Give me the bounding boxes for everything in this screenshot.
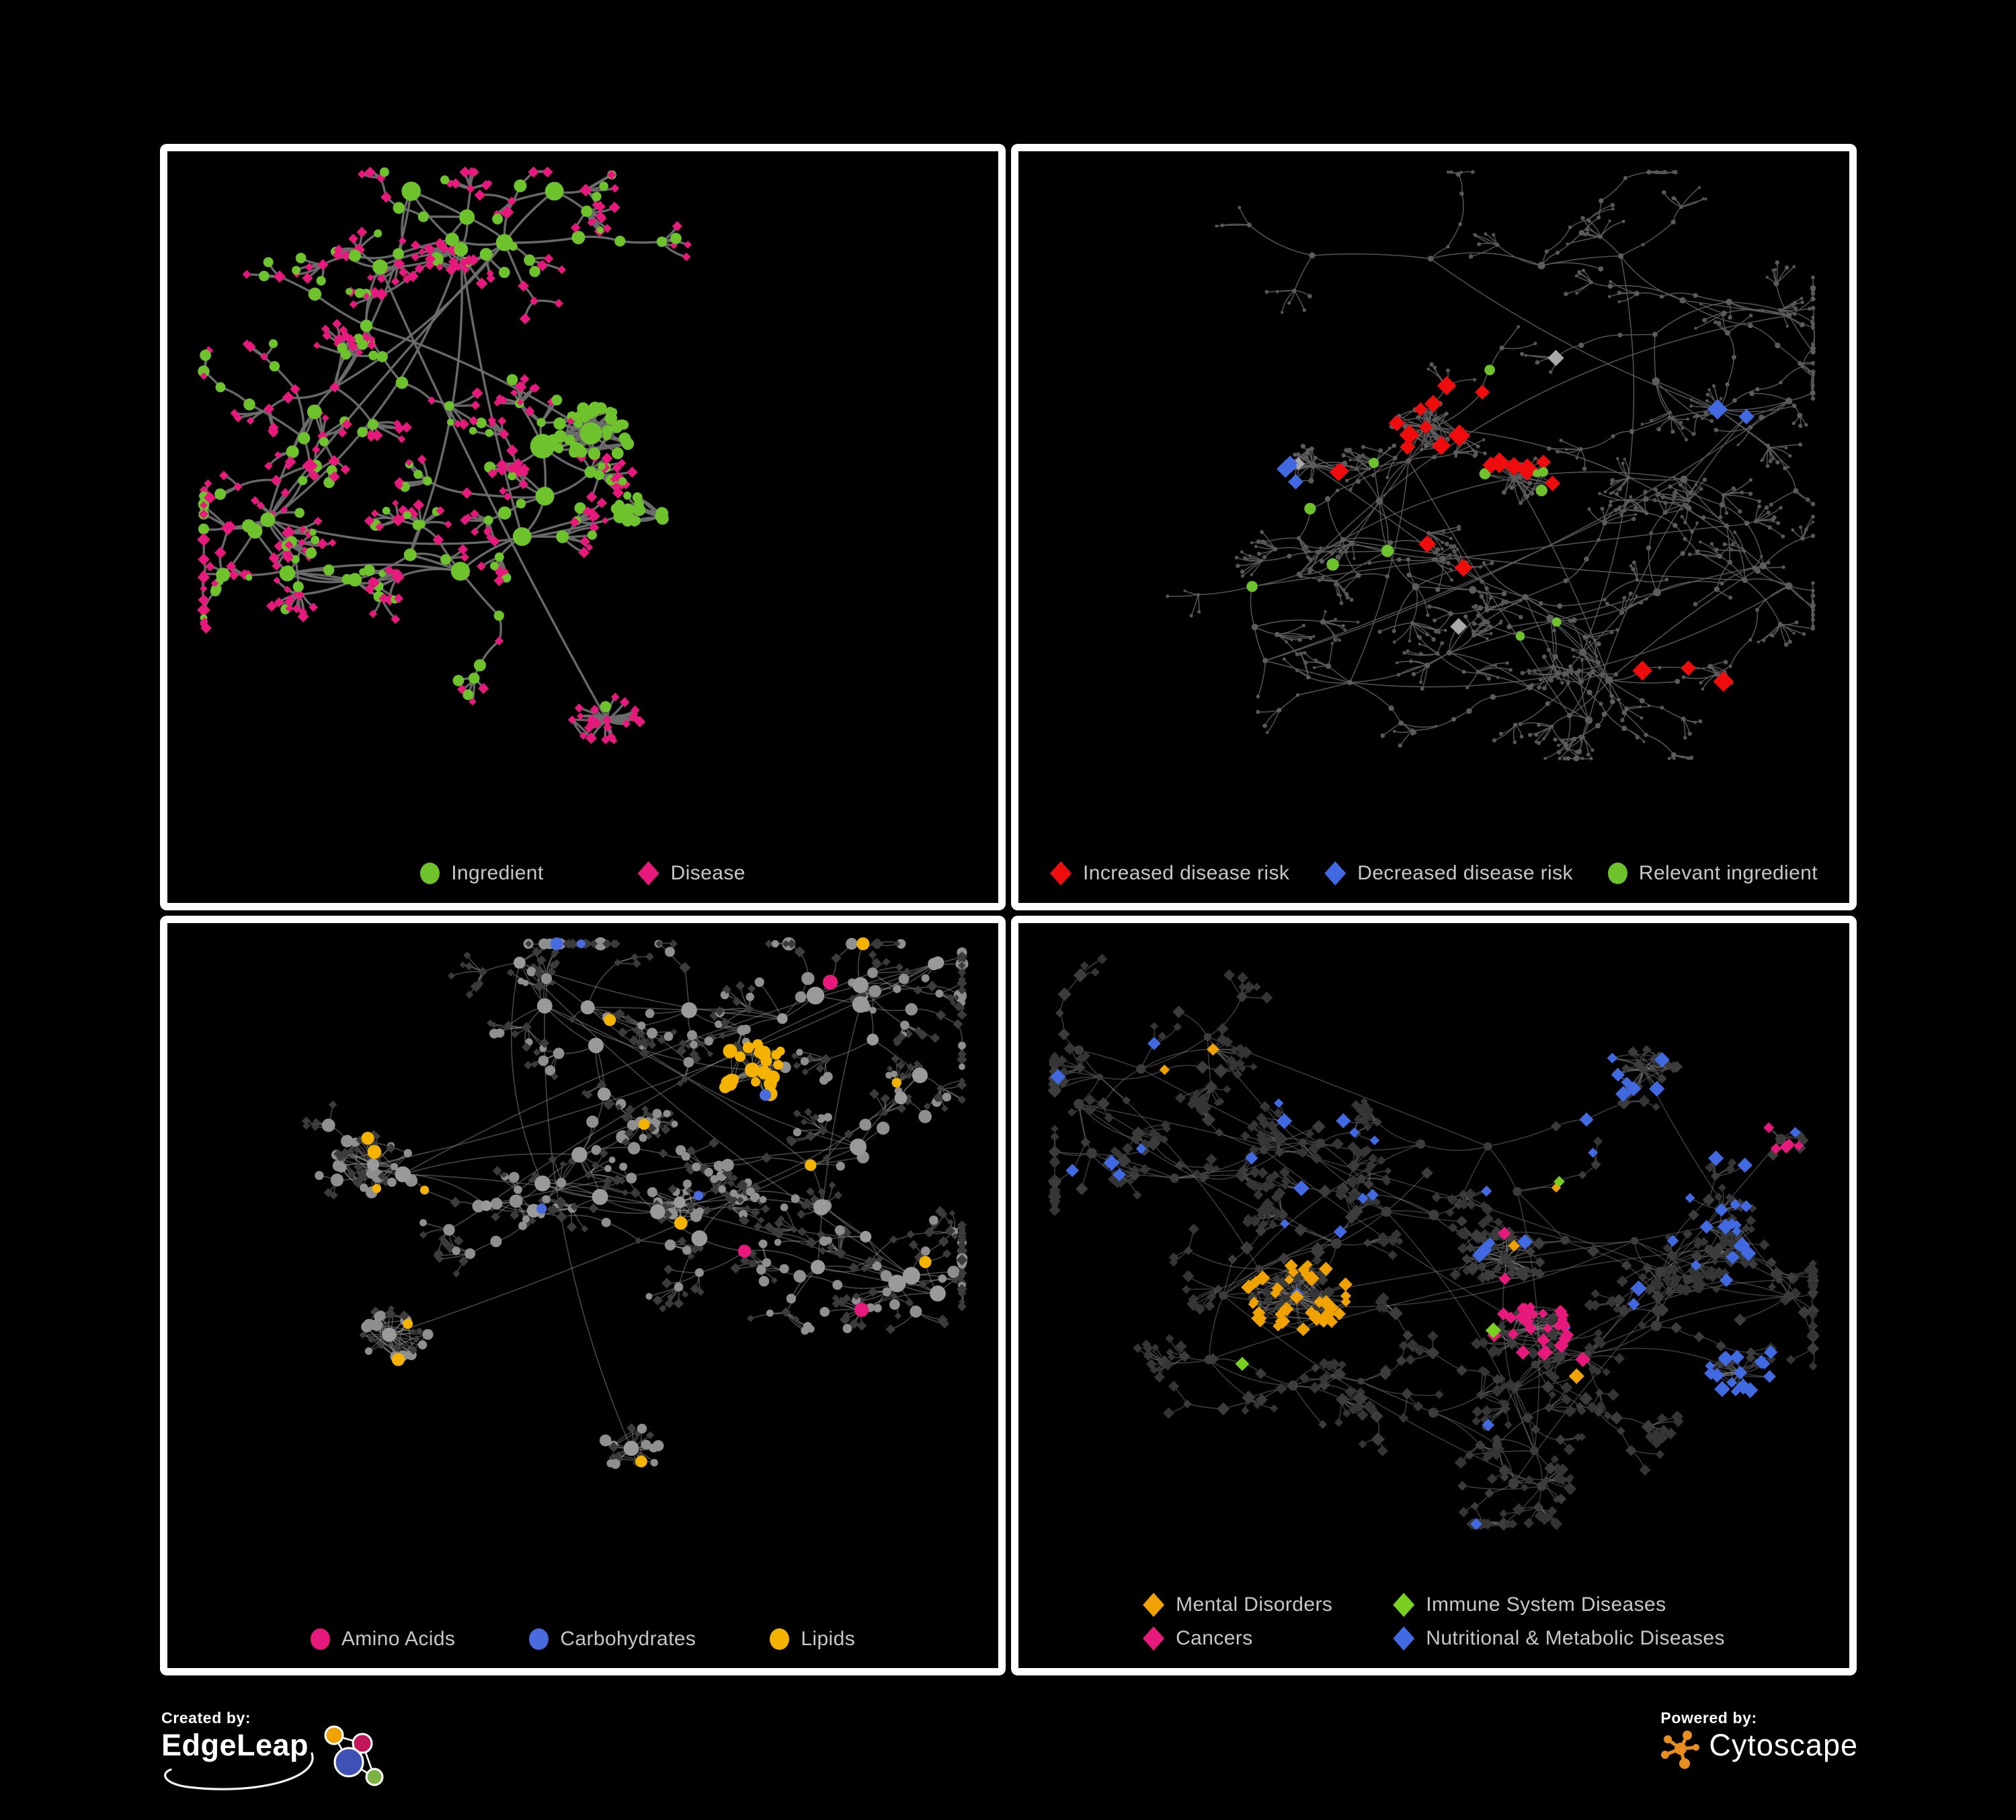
network-graph-disease-categories	[1047, 953, 1820, 1531]
legend-item: Mental Disorders	[1143, 1593, 1332, 1617]
legend-item: Ingredient	[420, 862, 543, 885]
created-by-label: Created by:	[161, 1709, 251, 1727]
legend-item: Amino Acids	[310, 1628, 456, 1651]
legend-label: Amino Acids	[341, 1628, 456, 1650]
edgeleap-wordmark: EdgeLeap	[161, 1728, 309, 1762]
legend-label: Carbohydrates	[560, 1628, 696, 1650]
legend-swatch-diamond-icon	[1143, 1593, 1165, 1617]
legend-label: Lipids	[801, 1628, 856, 1650]
legend-swatch-diamond-icon	[1143, 1626, 1165, 1651]
panel-macronutrients: Amino Acids Carbohydrates Lipids	[160, 916, 1006, 1675]
legend-ingredient-disease: Ingredient Disease	[167, 861, 998, 885]
legend-swatch-circle-icon	[310, 1628, 330, 1650]
cytoscape-wordmark: Cytoscape	[1709, 1728, 1858, 1762]
legend-swatch-diamond-icon	[1324, 861, 1346, 885]
legend-label: Mental Disorders	[1176, 1593, 1333, 1616]
legend-item: Increased disease risk	[1050, 861, 1289, 885]
legend-label: Cancers	[1176, 1627, 1253, 1649]
cytoscape-logo-icon	[1660, 1730, 1702, 1775]
network-graph-disease-risk	[1166, 169, 1816, 762]
legend-swatch-circle-icon	[420, 863, 440, 884]
panel-disease-categories: Mental Disorders Immune System Diseases Ca…	[1011, 916, 1857, 1675]
legend-swatch-diamond-icon	[1393, 1626, 1415, 1651]
legend-label: Ingredient	[451, 862, 544, 884]
panel-disease-risk: Increased disease risk Decreased disease …	[1011, 144, 1857, 910]
legend-item: Decreased disease risk	[1324, 861, 1573, 885]
network-graph-macronutrients	[302, 937, 969, 1469]
panel-ingredient-disease: Ingredient Disease	[160, 144, 1006, 910]
edgeleap-logo-icon	[310, 1720, 389, 1799]
legend-disease-categories: Mental Disorders Immune System Diseases Ca…	[1018, 1593, 1849, 1651]
legend-swatch-diamond-icon	[637, 861, 659, 885]
created-by-block: Created by: EdgeLeap	[161, 1709, 389, 1799]
legend-label: Increased disease risk	[1083, 862, 1290, 884]
legend-item: Cancers	[1143, 1626, 1332, 1651]
legend-item: Carbohydrates	[529, 1628, 696, 1651]
network-graph-ingredient-disease	[197, 166, 692, 744]
powered-by-label: Powered by:	[1660, 1709, 1757, 1727]
legend-item: Lipids	[770, 1628, 855, 1651]
legend-disease-risk: Increased disease risk Decreased disease …	[1018, 861, 1849, 885]
legend-swatch-circle-icon	[529, 1628, 549, 1650]
legend-label: Disease	[670, 862, 745, 884]
legend-item: Relevant ingredient	[1607, 862, 1818, 885]
legend-swatch-circle-icon	[1607, 863, 1627, 884]
legend-swatch-circle-icon	[770, 1628, 790, 1650]
powered-by-block: Powered by: Cytoscape	[1660, 1709, 1858, 1775]
legend-macronutrients: Amino Acids Carbohydrates Lipids	[167, 1628, 998, 1651]
legend-label: Immune System Diseases	[1426, 1593, 1666, 1616]
legend-label: Nutritional & Metabolic Diseases	[1426, 1627, 1725, 1649]
legend-swatch-diamond-icon	[1393, 1593, 1415, 1617]
legend-swatch-diamond-icon	[1050, 861, 1072, 885]
legend-label: Decreased disease risk	[1357, 862, 1573, 884]
legend-item: Disease	[637, 861, 745, 885]
legend-item: Immune System Diseases	[1393, 1593, 1725, 1617]
legend-label: Relevant ingredient	[1638, 862, 1818, 884]
legend-item: Nutritional & Metabolic Diseases	[1393, 1626, 1725, 1651]
